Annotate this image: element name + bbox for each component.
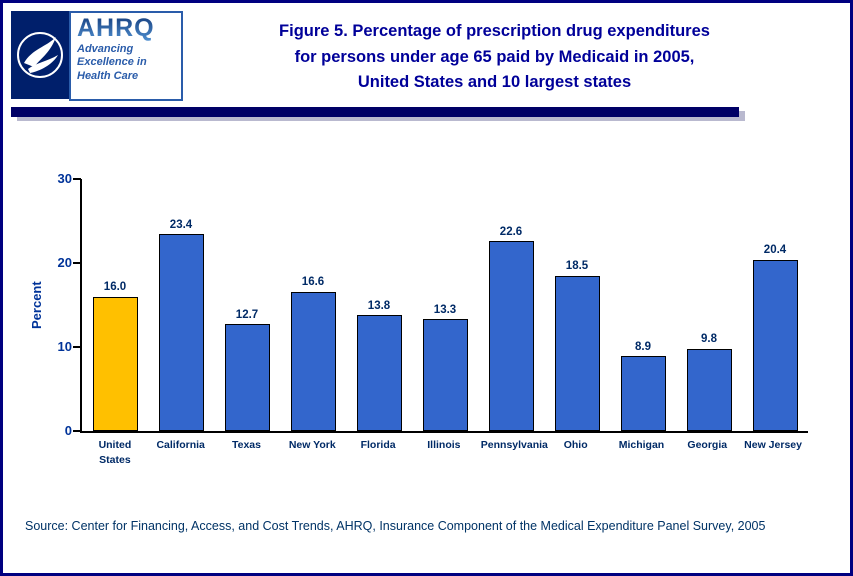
ahrq-logo: AHRQ Advancing Excellence in Health Care: [69, 11, 183, 101]
bar-value-label: 18.5: [565, 260, 589, 273]
hhs-eagle-icon: [17, 32, 63, 78]
bar-value-label: 16.6: [301, 276, 325, 289]
x-axis-category-label: California: [156, 439, 205, 451]
bar-value-label: 16.0: [103, 281, 127, 294]
bar-column: 13.3: [412, 303, 478, 431]
bar: [422, 319, 468, 431]
x-axis-category-label: New York: [288, 439, 336, 451]
figure-title-line: for persons under age 65 paid by Medicai…: [294, 47, 695, 66]
ahrq-logo-text: AHRQ: [77, 15, 177, 42]
bar-column: 16.0: [82, 282, 148, 431]
bar: [224, 324, 270, 431]
y-tick-mark: [73, 178, 81, 180]
y-tick-label: 20: [57, 255, 72, 270]
logo-group: AHRQ Advancing Excellence in Health Care: [11, 11, 183, 101]
y-tick-mark: [73, 262, 81, 264]
divider-bar: [11, 107, 739, 117]
bar: [356, 315, 402, 431]
bar: [488, 241, 534, 431]
x-axis-category-label: Texas: [231, 439, 261, 451]
bar-column: 8.9: [610, 340, 676, 431]
ahrq-tagline-line: Health Care: [77, 69, 139, 82]
bar-value-label: 12.7: [235, 308, 259, 321]
bar-column: 18.5: [544, 261, 610, 431]
figure-title-line: United States and 10 largest states: [357, 73, 632, 92]
footer-source: Source: Center for Financing, Access, an…: [25, 519, 766, 534]
bar-chart: Percent 0 10 20 30 16.0 23.4 12.7 16.6 13.8 13.3…: [3, 172, 850, 467]
bar-column: 9.8: [676, 334, 742, 431]
bar-column: 22.6: [478, 225, 544, 431]
bar-value-label: 13.8: [367, 299, 391, 312]
x-axis-category-label: Florida: [360, 439, 396, 451]
y-tick-label: 30: [57, 171, 72, 186]
x-axis-labels: United States California Texas New York Flor…: [80, 438, 806, 467]
bar-value-label: 20.4: [763, 244, 787, 257]
x-axis-category-label: New Jersey: [744, 439, 802, 451]
x-axis-category-label: Michigan: [618, 439, 665, 451]
bar: [92, 296, 138, 431]
figure-title: Figure 5. Percentage of prescription dru…: [183, 11, 836, 96]
bar-value-label: 8.9: [635, 340, 651, 353]
y-tick-mark: [73, 346, 81, 348]
x-axis-category-label: Pennsylvania: [480, 439, 548, 451]
plot-wrap: 16.0 23.4 12.7 16.6 13.8 13.3 22.6 18.5 8.9 9.8 20…: [73, 178, 808, 467]
x-axis-category-label: United States: [98, 439, 132, 466]
y-tick-label: 0: [64, 423, 72, 438]
x-axis-category-label: Illinois: [427, 439, 461, 451]
bar-value-label: 13.3: [433, 303, 457, 316]
bar: [554, 275, 600, 431]
bar: [752, 259, 798, 431]
bar-column: 23.4: [148, 218, 214, 431]
x-axis-category-label: Ohio: [563, 439, 588, 451]
header: AHRQ Advancing Excellence in Health Care…: [3, 3, 850, 101]
bar: [158, 234, 204, 431]
y-axis: 0 10 20 30: [46, 172, 80, 437]
ahrq-tagline: Advancing Excellence in Health Care: [77, 43, 177, 83]
bar-column: 16.6: [280, 277, 346, 431]
x-axis-category-label: Georgia: [687, 439, 728, 451]
bar: [290, 291, 336, 431]
bar-column: 13.8: [346, 299, 412, 431]
bar-column: 20.4: [742, 245, 808, 431]
bar-value-label: 22.6: [499, 225, 523, 238]
y-tick-label: 10: [57, 339, 72, 354]
bar-value-label: 23.4: [169, 218, 193, 231]
bar: [686, 348, 732, 431]
bar: [620, 356, 666, 431]
figure-title-line: Figure 5. Percentage of prescription dru…: [279, 22, 710, 40]
y-tick-mark: [73, 430, 81, 432]
plot-area: 16.0 23.4 12.7 16.6 13.8 13.3 22.6 18.5 8.9 9.8 20…: [73, 178, 808, 433]
ahrq-tagline-line: Excellence in: [77, 56, 147, 69]
bar-column: 12.7: [214, 308, 280, 431]
hhs-logo: [11, 11, 69, 99]
bar-value-label: 9.8: [701, 333, 717, 346]
ahrq-tagline-line: Advancing: [77, 43, 134, 56]
y-axis-title: Percent: [29, 281, 44, 329]
